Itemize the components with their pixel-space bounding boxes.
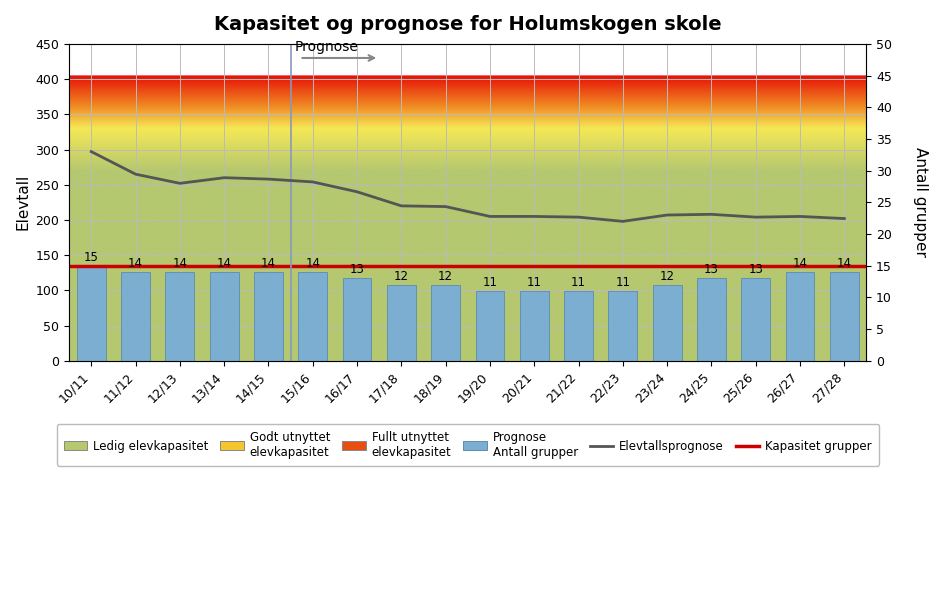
Bar <box>387 285 416 361</box>
Bar <box>653 285 682 361</box>
Text: 11: 11 <box>571 276 586 289</box>
Text: 14: 14 <box>836 257 852 270</box>
Text: 12: 12 <box>394 270 409 283</box>
Text: 12: 12 <box>438 270 454 283</box>
Bar <box>77 265 106 361</box>
Text: 14: 14 <box>261 257 276 270</box>
Bar <box>165 272 194 361</box>
Text: 14: 14 <box>217 257 232 270</box>
Bar <box>564 291 593 361</box>
Y-axis label: Elevtall: Elevtall <box>15 174 30 230</box>
Bar <box>431 285 460 361</box>
Bar <box>608 291 637 361</box>
Bar <box>520 291 549 361</box>
Bar <box>475 291 505 361</box>
Text: 14: 14 <box>173 257 188 270</box>
Text: 14: 14 <box>128 257 143 270</box>
Bar <box>697 278 726 361</box>
Text: 14: 14 <box>306 257 321 270</box>
Text: 13: 13 <box>350 263 365 277</box>
Bar <box>830 272 859 361</box>
Text: 13: 13 <box>704 263 719 277</box>
Bar <box>342 278 372 361</box>
Text: 11: 11 <box>527 276 541 289</box>
Y-axis label: Antall grupper: Antall grupper <box>913 147 928 257</box>
Bar <box>741 278 770 361</box>
Bar <box>786 272 815 361</box>
Text: 12: 12 <box>659 270 674 283</box>
Title: Kapasitet og prognose for Holumskogen skole: Kapasitet og prognose for Holumskogen sk… <box>214 15 721 34</box>
Bar <box>254 272 283 361</box>
Bar <box>209 272 239 361</box>
Bar <box>298 272 327 361</box>
Text: 13: 13 <box>749 263 763 277</box>
Text: 15: 15 <box>84 251 99 264</box>
Text: 14: 14 <box>792 257 807 270</box>
Legend: Ledig elevkapasitet, Godt utnyttet
elevkapasitet, Fullt utnyttet
elevkapasitet, : Ledig elevkapasitet, Godt utnyttet elevk… <box>57 424 879 466</box>
Text: 11: 11 <box>483 276 498 289</box>
Bar <box>122 272 150 361</box>
Text: 11: 11 <box>616 276 630 289</box>
Text: Prognose: Prognose <box>295 40 359 54</box>
